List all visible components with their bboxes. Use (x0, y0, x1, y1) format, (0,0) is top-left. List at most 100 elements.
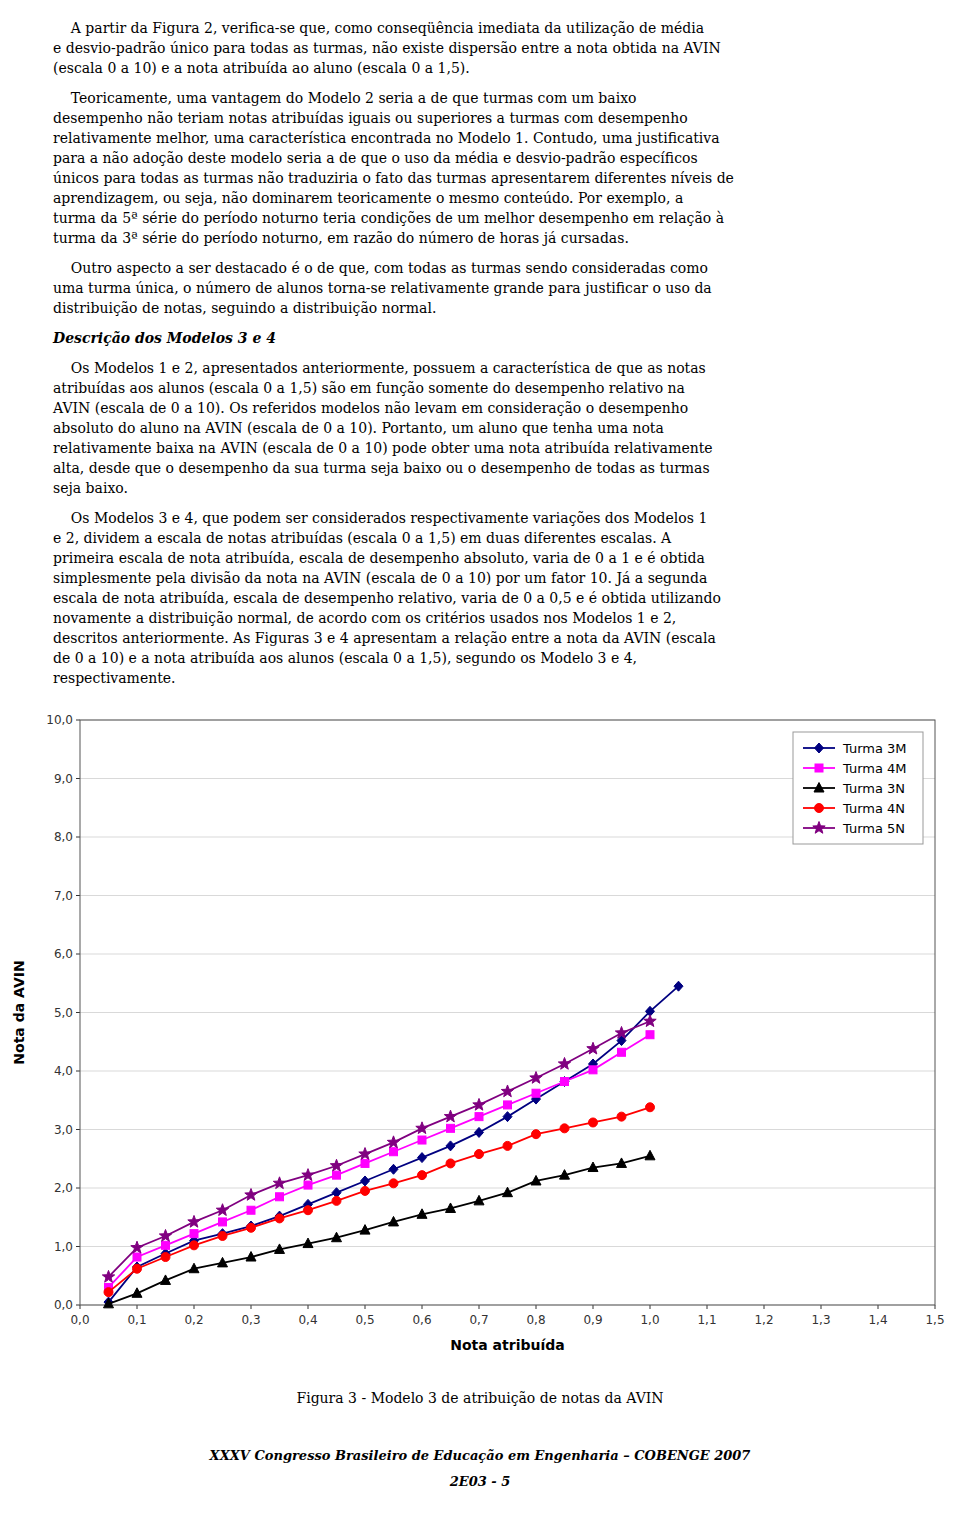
footer: XXXV Congresso Brasileiro de Educação em… (0, 1448, 960, 1463)
tick-label: 3,0 (54, 1123, 73, 1137)
grid-line (80, 1012, 935, 1013)
legend-marker (815, 743, 824, 753)
point (503, 1141, 512, 1150)
tick-label: 0,1 (127, 1313, 146, 1327)
tick (76, 1188, 80, 1189)
tick-label: 1,3 (811, 1313, 830, 1327)
point (503, 1112, 512, 1122)
tick-label: 1,4 (868, 1313, 887, 1327)
legend-label: Turma 4N (842, 801, 905, 816)
tick (76, 1071, 80, 1072)
point (589, 1066, 597, 1074)
tick-label: 1,5 (925, 1313, 944, 1327)
line (109, 986, 679, 1302)
footer: 2E03 - 5 (0, 1474, 960, 1489)
section-header: Descrição dos Modelos 3 e 4 (53, 328, 933, 348)
tick (76, 1305, 80, 1306)
tick-label: 1,1 (697, 1313, 716, 1327)
tick (251, 1305, 252, 1309)
tick (536, 1305, 537, 1309)
tick (194, 1305, 195, 1309)
legend-label: Turma 3M (842, 741, 907, 756)
point (219, 1218, 227, 1226)
point (560, 1077, 569, 1087)
tick-label: 6,0 (54, 947, 73, 961)
tick-label: 1,0 (640, 1313, 659, 1327)
point (216, 1204, 228, 1216)
grid-line (80, 954, 935, 955)
point (333, 1171, 341, 1179)
point (617, 1158, 627, 1168)
line (109, 1035, 651, 1288)
line (109, 1156, 651, 1304)
paragraph: A partir da Figura 2, verifica-se que, c… (53, 18, 933, 78)
line (109, 1107, 651, 1292)
point (446, 1141, 455, 1151)
point (473, 1098, 485, 1110)
tick-label: 0,3 (241, 1313, 260, 1327)
point (359, 1148, 371, 1160)
tick (76, 837, 80, 838)
point (532, 1089, 540, 1097)
point (418, 1171, 427, 1180)
tick (878, 1305, 879, 1309)
point (645, 1150, 655, 1160)
legend-box (793, 732, 923, 844)
point (390, 1148, 398, 1156)
point (302, 1169, 314, 1181)
grid-line (80, 1071, 935, 1072)
y-axis-label: Nota da AVIN (11, 960, 27, 1064)
legend-marker (813, 822, 825, 834)
point (589, 1118, 598, 1127)
tick-label: 0,5 (355, 1313, 374, 1327)
point (617, 1112, 626, 1121)
point (618, 1048, 626, 1056)
point (530, 1072, 542, 1084)
point (273, 1177, 285, 1189)
series (102, 1015, 656, 1282)
series (104, 1150, 656, 1308)
legend: Turma 3MTurma 4MTurma 3NTurma 4NTurma 5N (793, 732, 923, 844)
point (361, 1176, 370, 1186)
series (105, 1031, 655, 1292)
tick (76, 1012, 80, 1013)
paragraph: Os Modelos 1 e 2, apresentados anteriorm… (53, 358, 933, 498)
point (218, 1257, 228, 1267)
point (189, 1263, 199, 1273)
tick (76, 778, 80, 779)
tick-label: 0,0 (54, 1298, 73, 1312)
tick (650, 1305, 651, 1309)
tick-label: 0,8 (526, 1313, 545, 1327)
paragraph: Teoricamente, uma vantagem do Modelo 2 s… (53, 88, 933, 248)
point (303, 1238, 313, 1248)
tick-label: 7,0 (54, 889, 73, 903)
point (475, 1127, 484, 1137)
point (674, 981, 683, 991)
tick-label: 1,2 (754, 1313, 773, 1327)
point (444, 1110, 456, 1122)
plot-frame (80, 720, 935, 1305)
legend-label: Turma 5N (842, 821, 905, 836)
point (531, 1175, 541, 1185)
point (275, 1244, 285, 1254)
tick-label: 4,0 (54, 1064, 73, 1078)
tick-label: 2,0 (54, 1181, 73, 1195)
point (132, 1288, 142, 1298)
point (361, 1186, 370, 1195)
tick (76, 895, 80, 896)
tick (365, 1305, 366, 1309)
point (644, 1015, 656, 1027)
tick-label: 5,0 (54, 1006, 73, 1020)
tick (308, 1305, 309, 1309)
tick-label: 0,6 (412, 1313, 431, 1327)
point (275, 1214, 284, 1223)
point (102, 1270, 114, 1282)
tick (80, 1305, 81, 1309)
point (646, 1031, 654, 1039)
point (159, 1229, 171, 1241)
x-axis-label: Nota atribuída (450, 1337, 564, 1353)
legend-label: Turma 4M (842, 761, 907, 776)
tick-label: 10,0 (46, 713, 73, 727)
point (558, 1057, 570, 1069)
tick-label: 1,0 (54, 1240, 73, 1254)
